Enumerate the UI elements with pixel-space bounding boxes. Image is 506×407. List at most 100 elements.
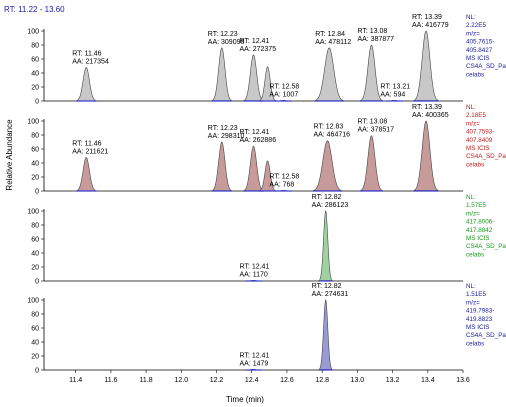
info-line4: MS ICIS [466, 145, 489, 152]
y-tick-label: 20 [31, 85, 39, 92]
y-tick-label: 80 [31, 133, 39, 140]
y-tick-label: 40 [31, 71, 39, 78]
y-tick-label: 80 [31, 312, 39, 319]
info-line3: 419.8823 [466, 316, 493, 323]
x-tick-label: 13.0 [351, 377, 365, 384]
x-axis-label: Time (min) [226, 395, 264, 404]
x-tick-label: 12.0 [175, 377, 189, 384]
info-value: 2.22E5 [466, 22, 486, 29]
info-line2: 407.7593- [466, 129, 494, 136]
info-line3: 417.8842 [466, 227, 493, 234]
peak-rt-label: RT: 12.41 [240, 352, 270, 359]
y-axis-label: Relative Abundance [5, 119, 14, 191]
info-line5: CS4A_SD_Pa [466, 63, 506, 70]
peak-area-label: AA: 478112 [315, 39, 351, 46]
panels-group: 0 20 40 60 80 100 RT: 11.46 AA: 217354 RT: 12.23… [27, 14, 506, 375]
peak [318, 299, 334, 370]
peak-area-label: AA: 309090 [208, 39, 245, 46]
peak-rt-label: RT: 12.58 [269, 83, 299, 90]
peak-rt-label: RT: 12.41 [240, 263, 270, 270]
peak-rt-label: RT: 12.41 [240, 38, 270, 45]
peak-area-label: AA: 768 [269, 181, 294, 188]
info-value: 2.18E5 [466, 112, 486, 119]
info-line2: 419.7983- [466, 308, 494, 315]
info-line1: m/z= [466, 299, 480, 306]
info-line1: m/z= [466, 210, 480, 217]
y-tick-label: 60 [31, 147, 39, 154]
y-tick-label: 100 [27, 298, 39, 305]
peak-area-label: AA: 594 [380, 91, 405, 98]
peak-area-label: AA: 416779 [412, 22, 449, 29]
y-tick-label: 60 [31, 57, 39, 64]
info-nl: NL: [466, 194, 476, 201]
peak [318, 210, 334, 281]
peak-area-label: AA: 1170 [240, 271, 268, 278]
info-nl: NL: [466, 104, 476, 111]
x-tick-label: 12.2 [210, 377, 224, 384]
peak-area-label: AA: 464716 [313, 132, 350, 139]
peak-rt-label: RT: 11.46 [72, 140, 101, 147]
peak-rt-label: RT: 12.58 [269, 173, 299, 180]
info-line5: CS4A_SD_Pa [466, 332, 506, 339]
info-line4: MS ICIS [466, 235, 489, 242]
peak [76, 157, 97, 192]
peak [211, 141, 233, 192]
y-tick-label: 0 [35, 189, 39, 196]
info-value: 1.51E5 [466, 291, 486, 298]
y-tick-label: 0 [35, 279, 39, 286]
x-tick-label: 11.4 [69, 377, 82, 384]
peak [312, 140, 343, 191]
peak [259, 160, 277, 192]
x-tick-label: 13.4 [421, 377, 435, 384]
peak-area-label: AA: 274631 [312, 291, 349, 298]
peak-rt-label: RT: 12.83 [313, 124, 343, 131]
info-line2: 417.8006- [466, 219, 494, 226]
peak [243, 145, 264, 192]
peak-area-label: AA: 286123 [312, 202, 349, 209]
y-tick-label: 100 [27, 29, 39, 36]
peak-rt-label: RT: 13.39 [412, 14, 442, 21]
info-line5: CS4A_SD_Pa [466, 243, 506, 250]
peak-area-label: AA: 217354 [72, 58, 109, 65]
peak-area-label: AA: 1479 [240, 360, 269, 367]
peak [211, 47, 233, 101]
y-tick-label: 0 [35, 99, 39, 106]
y-tick-label: 100 [27, 119, 39, 126]
peak-rt-label: RT: 12.23 [208, 125, 238, 132]
peak-rt-label: RT: 13.39 [412, 104, 442, 111]
info-line6: celabs [466, 71, 484, 78]
x-tick-label: 11.8 [140, 377, 153, 384]
info-line4: MS ICIS [466, 324, 489, 331]
peak-rt-label: RT: 12.82 [312, 283, 342, 290]
rt-range-label: RT: 11.22 - 13.60 [4, 5, 65, 14]
peak-area-label: AA: 1007 [269, 91, 298, 98]
info-nl: NL: [466, 283, 476, 290]
peak [76, 67, 97, 102]
peak [259, 66, 277, 102]
peak-area-label: AA: 400365 [412, 112, 449, 119]
y-tick-label: 20 [31, 354, 39, 361]
info-line6: celabs [466, 340, 484, 347]
x-tick-label: 12.8 [315, 377, 329, 384]
info-line6: celabs [466, 161, 484, 168]
peak-rt-label: RT: 13.08 [357, 28, 387, 35]
x-tick-label: 12.4 [245, 377, 259, 384]
peak [413, 30, 439, 101]
y-tick-label: 20 [31, 265, 39, 272]
peak-area-label: AA: 211621 [72, 148, 108, 155]
x-axis: 11.4 11.6 11.8 12.0 12.2 12.4 12.6 12.8 13.0 13.2… [69, 370, 470, 384]
peak-rt-label: RT: 13.08 [357, 119, 387, 126]
peak [243, 54, 264, 102]
peak-area-label: AA: 262886 [240, 137, 277, 144]
y-tick-label: 0 [35, 368, 39, 375]
x-tick-label: 11.6 [104, 377, 117, 384]
peak-rt-label: RT: 12.84 [315, 31, 345, 38]
peak-rt-label: RT: 13.21 [380, 83, 410, 90]
x-tick-label: 12.6 [280, 377, 294, 384]
info-line3: 405.8427 [466, 47, 493, 54]
peak [413, 120, 439, 191]
